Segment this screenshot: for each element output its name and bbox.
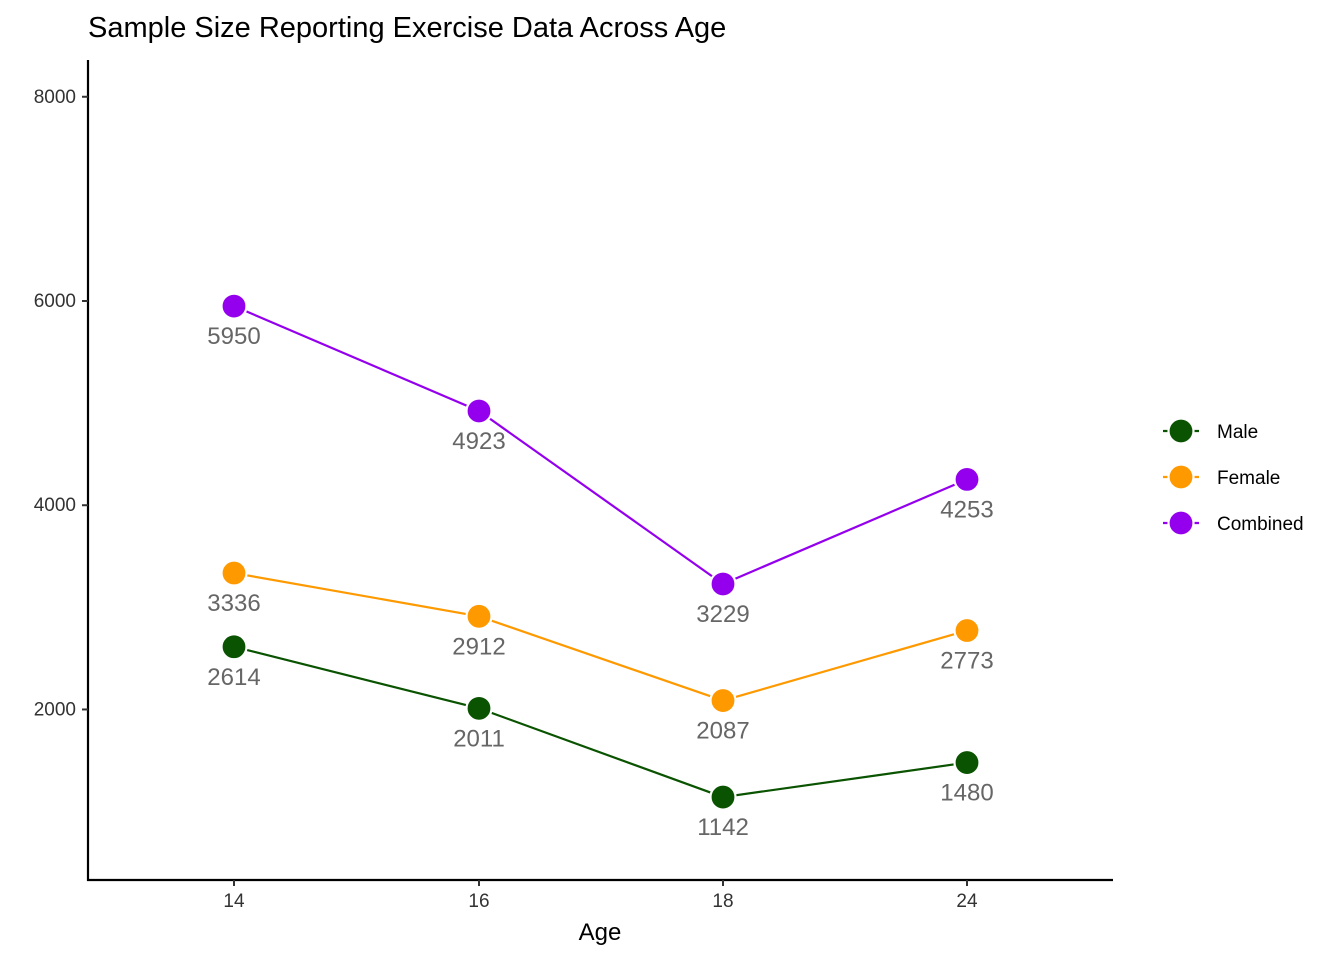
series-line-combined — [233, 305, 968, 586]
legend-marker-male — [1167, 417, 1195, 445]
data-label-male: 1480 — [940, 780, 993, 807]
legend-item-female: Female — [1163, 463, 1280, 491]
data-point-female — [709, 686, 737, 715]
chart-title: Sample Size Reporting Exercise Data Acro… — [88, 12, 726, 44]
legend-item-male: Male — [1163, 417, 1258, 445]
data-point-male — [220, 633, 248, 661]
data-label-combined: 4923 — [452, 428, 505, 455]
x-tick-label: 14 — [223, 891, 245, 912]
data-label-female: 3336 — [207, 590, 260, 617]
data-point-male — [465, 694, 493, 722]
data-label-male: 2614 — [207, 664, 260, 691]
legend-label-male: Male — [1217, 422, 1258, 443]
data-label-male: 1142 — [697, 814, 749, 841]
y-tick-label: 8000 — [34, 87, 76, 108]
data-point-female — [220, 559, 248, 587]
data-label-female: 2087 — [696, 718, 749, 745]
series-lines — [233, 305, 968, 799]
y-tick-label: 6000 — [34, 291, 76, 312]
data-label-female: 2773 — [940, 648, 993, 675]
data-point-male — [709, 783, 737, 811]
data-label-male: 2011 — [453, 725, 505, 752]
legend-item-combined: Combined — [1163, 509, 1304, 537]
data-point-combined — [220, 292, 248, 320]
legend-label-female: Female — [1217, 468, 1280, 489]
series-line-male — [233, 645, 968, 799]
legend-label-combined: Combined — [1217, 514, 1304, 535]
data-label-combined: 5950 — [207, 323, 260, 350]
x-tick-label: 24 — [956, 891, 978, 912]
x-tick-label: 16 — [468, 891, 489, 912]
legend-marker-female — [1167, 463, 1195, 491]
data-point-combined — [953, 465, 981, 493]
legend: Male Female Combined — [1163, 417, 1304, 537]
data-label-female: 2912 — [452, 633, 505, 660]
axes: 2000 4000 6000 8000 14 16 18 24 — [34, 60, 1113, 912]
y-tick-label: 2000 — [34, 699, 76, 720]
data-labels: 2614 2011 1142 1480 3336 2912 2087 2773 5950 4923… — [207, 323, 993, 841]
series-points — [220, 292, 981, 811]
data-label-combined: 3229 — [696, 601, 749, 628]
data-point-combined — [465, 397, 493, 425]
x-axis-title: Age — [579, 919, 622, 946]
data-label-combined: 4253 — [940, 496, 993, 523]
data-point-combined — [709, 570, 737, 598]
data-point-female — [465, 602, 493, 630]
y-tick-label: 4000 — [34, 495, 76, 516]
data-point-female — [953, 616, 981, 645]
data-point-male — [953, 748, 981, 777]
series-line-female — [233, 571, 968, 702]
x-tick-label: 18 — [712, 891, 733, 912]
legend-marker-combined — [1167, 509, 1195, 537]
